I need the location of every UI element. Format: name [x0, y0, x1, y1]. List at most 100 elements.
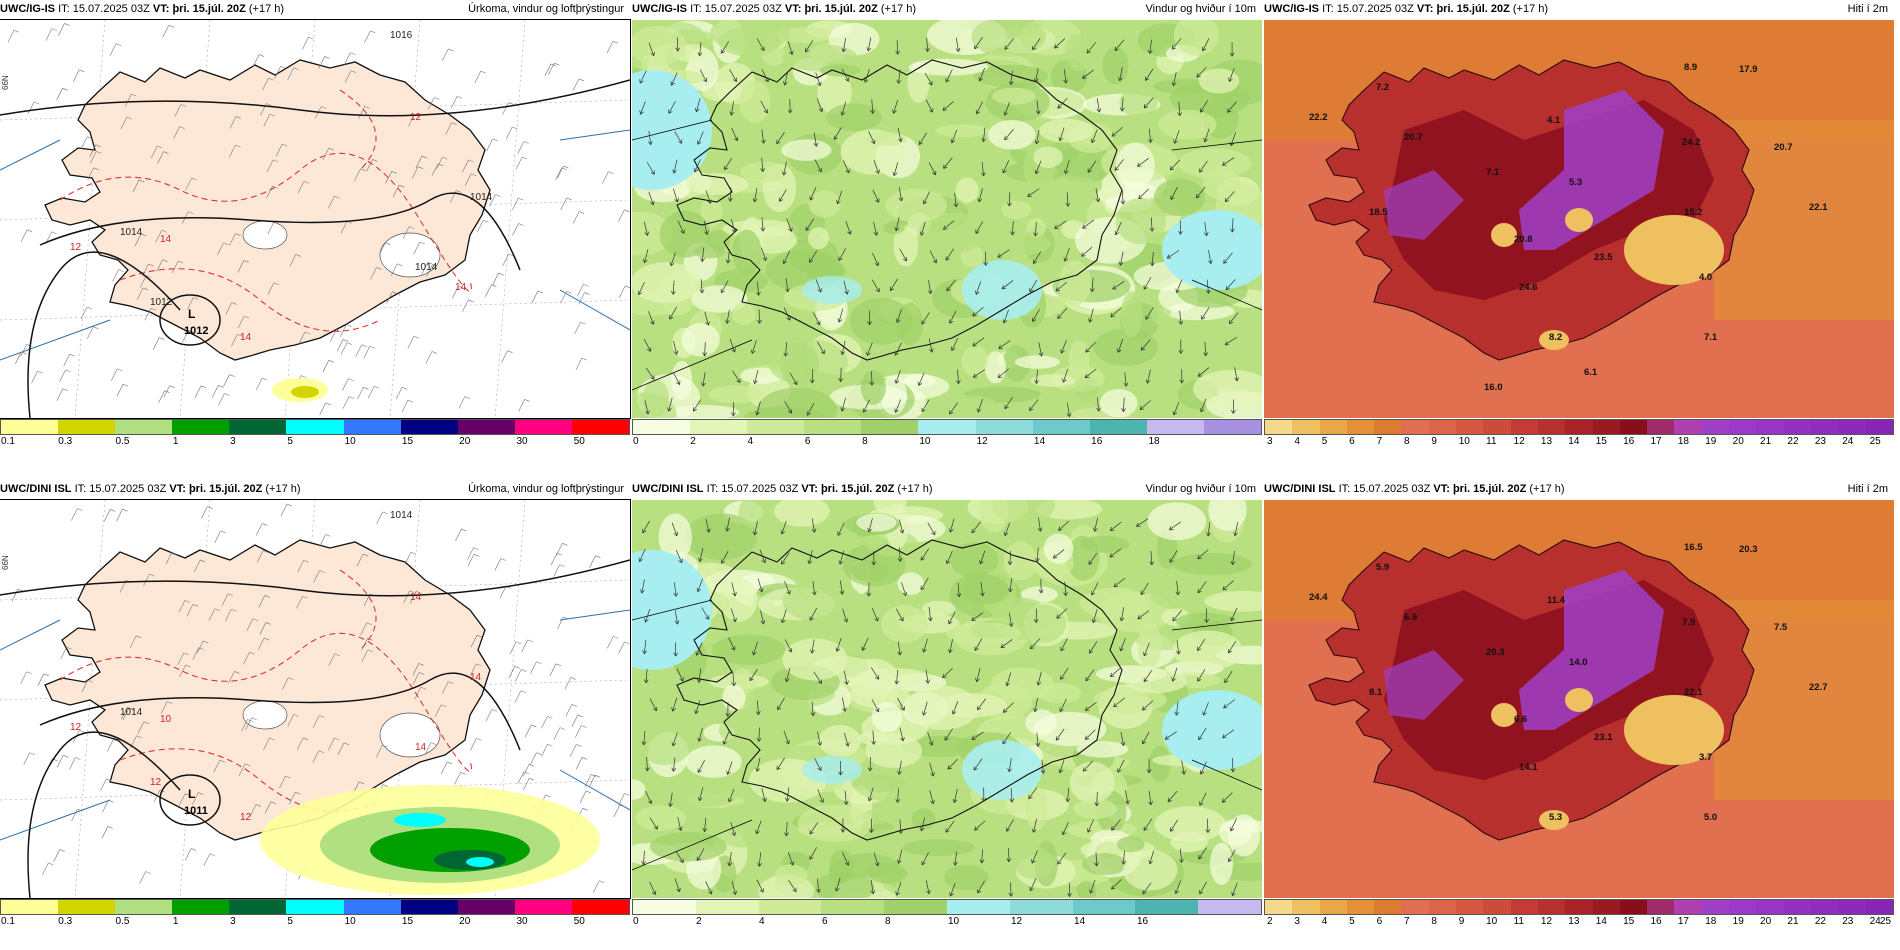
wind-barb [72, 69, 80, 82]
wind-arrow-head [917, 381, 919, 386]
wind-barb [572, 78, 580, 92]
wind-arrow-head [733, 138, 738, 142]
wind-arrow [951, 129, 958, 144]
wind-barb-flag [328, 359, 334, 363]
colorbar-swatch [115, 900, 173, 914]
wind-arrow-head [981, 137, 984, 142]
wind-arrow-head [725, 527, 728, 532]
wind-speed-patch [637, 721, 693, 766]
wind-barb-flag [93, 167, 99, 171]
wind-barb-flag [441, 704, 447, 708]
wind-arrow [979, 67, 985, 82]
wind-arrow-head [1002, 708, 1005, 713]
colorbar-tick-label: 17 [1650, 436, 1662, 447]
wind-arrow-head [948, 648, 951, 653]
pressure-label: 1012 [150, 297, 173, 308]
colorbar-tick-label: 30 [516, 916, 528, 927]
wind-arrow-head [1181, 379, 1185, 384]
wind-arrow [1208, 249, 1212, 264]
wind-arrow-head [1174, 140, 1178, 144]
colorbar-tick-label: 3 [1267, 436, 1273, 447]
wind-arrow-head [1227, 110, 1232, 113]
wind-arrow-head [1043, 769, 1046, 774]
wind-arrow-head [1059, 770, 1064, 774]
wind-arrow-head [708, 891, 712, 895]
wind-barb-flag [183, 652, 189, 656]
wind-barb-flag [461, 528, 467, 532]
wind-arrow-head [653, 827, 658, 830]
wind-arrow-head [872, 890, 876, 895]
wind-arrow [899, 547, 901, 562]
colorbar-tick-label: 6 [822, 916, 828, 927]
wind-arrow [1223, 252, 1233, 264]
colorbar-tick-label: 19 [1732, 916, 1744, 927]
colorbar-tick-label: 24 [1842, 436, 1854, 447]
wind-barb [421, 262, 428, 275]
wind-arrow-head [1004, 112, 1009, 116]
wind-arrow-head [932, 260, 937, 264]
wind-arrow-head [1010, 892, 1014, 897]
wind-arrow-head [867, 797, 870, 802]
wind-arrow-head [892, 109, 894, 114]
colorbar-swatch [918, 420, 976, 434]
wind-speed-patch [945, 622, 1021, 645]
wind-arrow-head [1067, 798, 1071, 803]
colorbar-swatch [1483, 900, 1511, 914]
wind-speed-patch [1204, 590, 1262, 612]
wind-barb-flag [328, 147, 334, 151]
wind-barb-flag [508, 253, 514, 257]
colorbar-swatch [1756, 420, 1784, 434]
wind-arrow [897, 127, 902, 142]
wind-arrow-head [704, 828, 708, 832]
wind-barb [494, 558, 502, 571]
wind-arrow-head [1141, 706, 1144, 711]
wind-barb [178, 793, 186, 806]
wind-arrow-head [1063, 257, 1066, 262]
wind-arrow-head [932, 172, 936, 176]
wind-arrow-head [1009, 588, 1013, 593]
wind-arrow [1054, 38, 1066, 49]
pressure-label: 1014 [120, 227, 143, 238]
wind-arrow-head [923, 649, 927, 653]
wind-barb [259, 622, 267, 635]
wind-arrow-head [645, 679, 649, 684]
boundary-line [632, 339, 753, 391]
wind-arrow-head [1056, 614, 1059, 619]
wind-arrow-head [1058, 136, 1061, 141]
wind-arrow-head [925, 48, 928, 52]
wind-arrow-head [1040, 527, 1043, 532]
wind-speed-patch [994, 232, 1051, 255]
wind-arrow [925, 880, 930, 894]
wind-arrow-head [930, 773, 934, 777]
wind-arrow-head [643, 650, 647, 655]
wind-barb [252, 54, 260, 67]
wind-arrow-head [1206, 231, 1209, 236]
wind-barb [53, 849, 61, 862]
wind-barb [412, 663, 420, 676]
wind-speed-patch [1068, 340, 1090, 379]
wind-arrow-head [1032, 319, 1037, 322]
colorbar-swatch [115, 420, 173, 434]
wind-arrow-head [785, 288, 789, 293]
wind-barb [426, 264, 433, 277]
wind-arrow-head [1005, 682, 1008, 687]
wind-barb [182, 330, 189, 343]
colorbar-swatch [1198, 900, 1261, 914]
wind-arrow [929, 790, 934, 804]
pressure-label: 14 [470, 672, 482, 683]
colorbar-tick-label: 10 [948, 916, 960, 927]
wind-arrow-head [1139, 408, 1145, 410]
wind-arrow-head [867, 527, 870, 533]
wind-barb [553, 727, 561, 740]
wind-arrow [1029, 399, 1039, 411]
temperature-max-label: 20.7 [1774, 142, 1793, 153]
wind-arrow-head [817, 82, 821, 87]
wind-arrow-head [809, 617, 814, 621]
wind-barb-flag [566, 291, 572, 294]
wind-arrow-head [1055, 290, 1060, 292]
wind-arrow [756, 38, 765, 51]
wind-arrow-head [1141, 348, 1146, 351]
wind-barb [266, 159, 274, 173]
wind-speed-patch [808, 190, 841, 218]
wind-barb-flag [360, 168, 366, 171]
